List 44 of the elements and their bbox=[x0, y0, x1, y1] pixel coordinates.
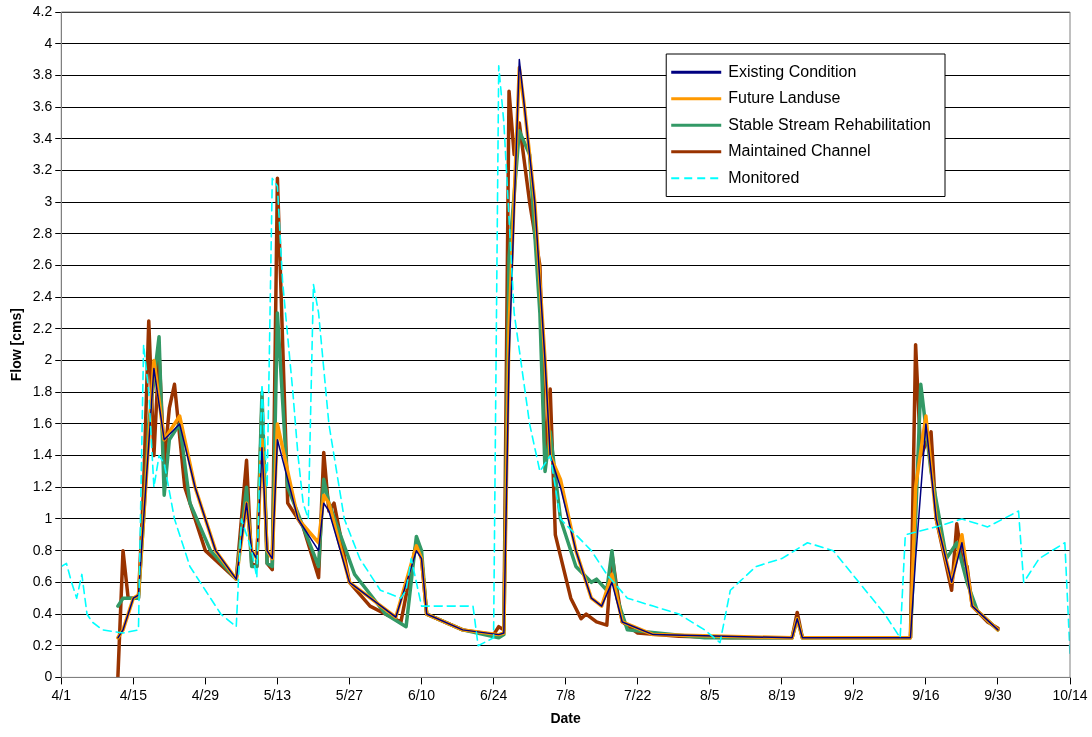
x-tick-label: 9/16 bbox=[912, 686, 940, 703]
x-tick-label: 6/24 bbox=[479, 686, 508, 703]
legend-label: Monitored bbox=[728, 168, 800, 186]
y-tick-label: 1.2 bbox=[32, 478, 53, 495]
x-tick-label: 5/27 bbox=[335, 686, 364, 703]
y-tick-label: 1 bbox=[44, 509, 53, 526]
y-tick-label: 2.2 bbox=[32, 319, 53, 336]
y-tick-label: 1.8 bbox=[32, 383, 53, 400]
y-tick-label: 0 bbox=[44, 668, 53, 685]
y-tick-label: 0.4 bbox=[32, 604, 53, 621]
y-tick-label: 3.6 bbox=[32, 97, 53, 114]
x-tick-label: 9/30 bbox=[984, 686, 1012, 703]
legend-label: Stable Stream Rehabilitation bbox=[728, 115, 931, 133]
x-tick-label: 9/2 bbox=[844, 686, 864, 703]
y-tick-label: 3.8 bbox=[32, 66, 53, 83]
y-tick-label: 1.4 bbox=[32, 446, 53, 463]
y-tick-label: 0.2 bbox=[32, 636, 53, 653]
x-tick-label: 10/14 bbox=[1052, 686, 1088, 703]
y-tick-label: 2.6 bbox=[32, 256, 53, 273]
legend-label: Maintained Channel bbox=[728, 142, 871, 160]
y-tick-label: 1.6 bbox=[32, 414, 53, 431]
legend-label: Future Landuse bbox=[728, 89, 841, 107]
x-tick-label: 8/5 bbox=[700, 686, 720, 703]
y-tick-label: 4 bbox=[44, 34, 53, 51]
legend-label: Existing Condition bbox=[728, 62, 857, 80]
y-tick-label: 2.8 bbox=[32, 224, 53, 241]
y-tick-label: 4.2 bbox=[32, 2, 53, 19]
x-tick-label: 7/8 bbox=[555, 686, 576, 703]
y-tick-label: 0.8 bbox=[32, 541, 53, 558]
y-tick-label: 2 bbox=[44, 351, 53, 368]
y-tick-label: 0.6 bbox=[32, 573, 53, 590]
x-axis-title: Date bbox=[550, 710, 582, 727]
x-tick-label: 4/15 bbox=[119, 686, 148, 703]
y-tick-label: 3 bbox=[44, 192, 53, 209]
x-tick-label: 4/29 bbox=[191, 686, 220, 703]
x-tick-label: 8/19 bbox=[768, 686, 796, 703]
x-tick-label: 5/13 bbox=[263, 686, 292, 703]
y-tick-label: 3.2 bbox=[32, 161, 53, 178]
y-tick-label: 2.4 bbox=[32, 288, 53, 305]
x-tick-label: 6/10 bbox=[407, 686, 436, 703]
x-tick-label: 7/22 bbox=[624, 686, 652, 703]
y-tick-label: 3.4 bbox=[32, 129, 53, 146]
y-axis-title: Flow [cms] bbox=[8, 308, 25, 382]
x-tick-label: 4/1 bbox=[51, 686, 72, 703]
